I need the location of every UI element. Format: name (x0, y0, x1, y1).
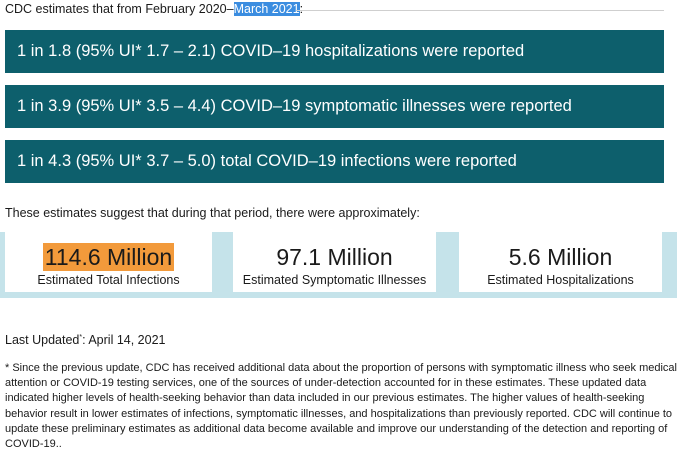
last-updated-date: : April 14, 2021 (82, 333, 166, 347)
last-updated: Last Updated*: April 14, 2021 (5, 333, 166, 347)
intro-suffix: : (299, 2, 304, 16)
selected-text-highlight[interactable]: March 2021 (233, 2, 300, 16)
stat-card-symptomatic-illnesses: 97.1 Million Estimated Symptomatic Illne… (233, 232, 436, 292)
stat-label-total-infections: Estimated Total Infections (37, 273, 180, 287)
stat-card-total-infections: 114.6 Million Estimated Total Infections (5, 232, 212, 292)
stats-band: 114.6 Million Estimated Total Infections… (0, 232, 677, 298)
estimates-lead-text: These estimates suggest that during that… (5, 206, 420, 220)
stat-label-symptomatic-illnesses: Estimated Symptomatic Illnesses (242, 273, 427, 287)
intro-sentence: CDC estimates that from February 2020–Ma… (5, 2, 303, 16)
ratio-bar-total-infections: 1 in 4.3 (95% UI* 3.7 – 5.0) total COVID… (5, 140, 664, 183)
last-updated-label: Last Updated (5, 333, 80, 347)
stat-value-hospitalizations: 5.6 Million (508, 244, 613, 270)
footnote-text: * Since the previous update, CDC has rec… (5, 362, 677, 449)
ratio-bar-symptomatic-illnesses: 1 in 3.9 (95% UI* 3.5 – 4.4) COVID–19 sy… (5, 85, 664, 128)
stat-card-hospitalizations: 5.6 Million Estimated Hospitalizations (459, 232, 662, 292)
stat-label-hospitalizations: Estimated Hospitalizations (487, 273, 634, 287)
stat-value-total-infections[interactable]: 114.6 Million (42, 243, 175, 271)
footnote-marker: * (79, 333, 83, 341)
divider-rule (296, 10, 664, 11)
intro-prefix: CDC estimates that from February 2020– (5, 2, 234, 16)
ratio-bar-hospitalizations: 1 in 1.8 (95% UI* 1.7 – 2.1) COVID–19 ho… (5, 30, 664, 73)
stat-value-symptomatic-illnesses: 97.1 Million (276, 244, 393, 270)
